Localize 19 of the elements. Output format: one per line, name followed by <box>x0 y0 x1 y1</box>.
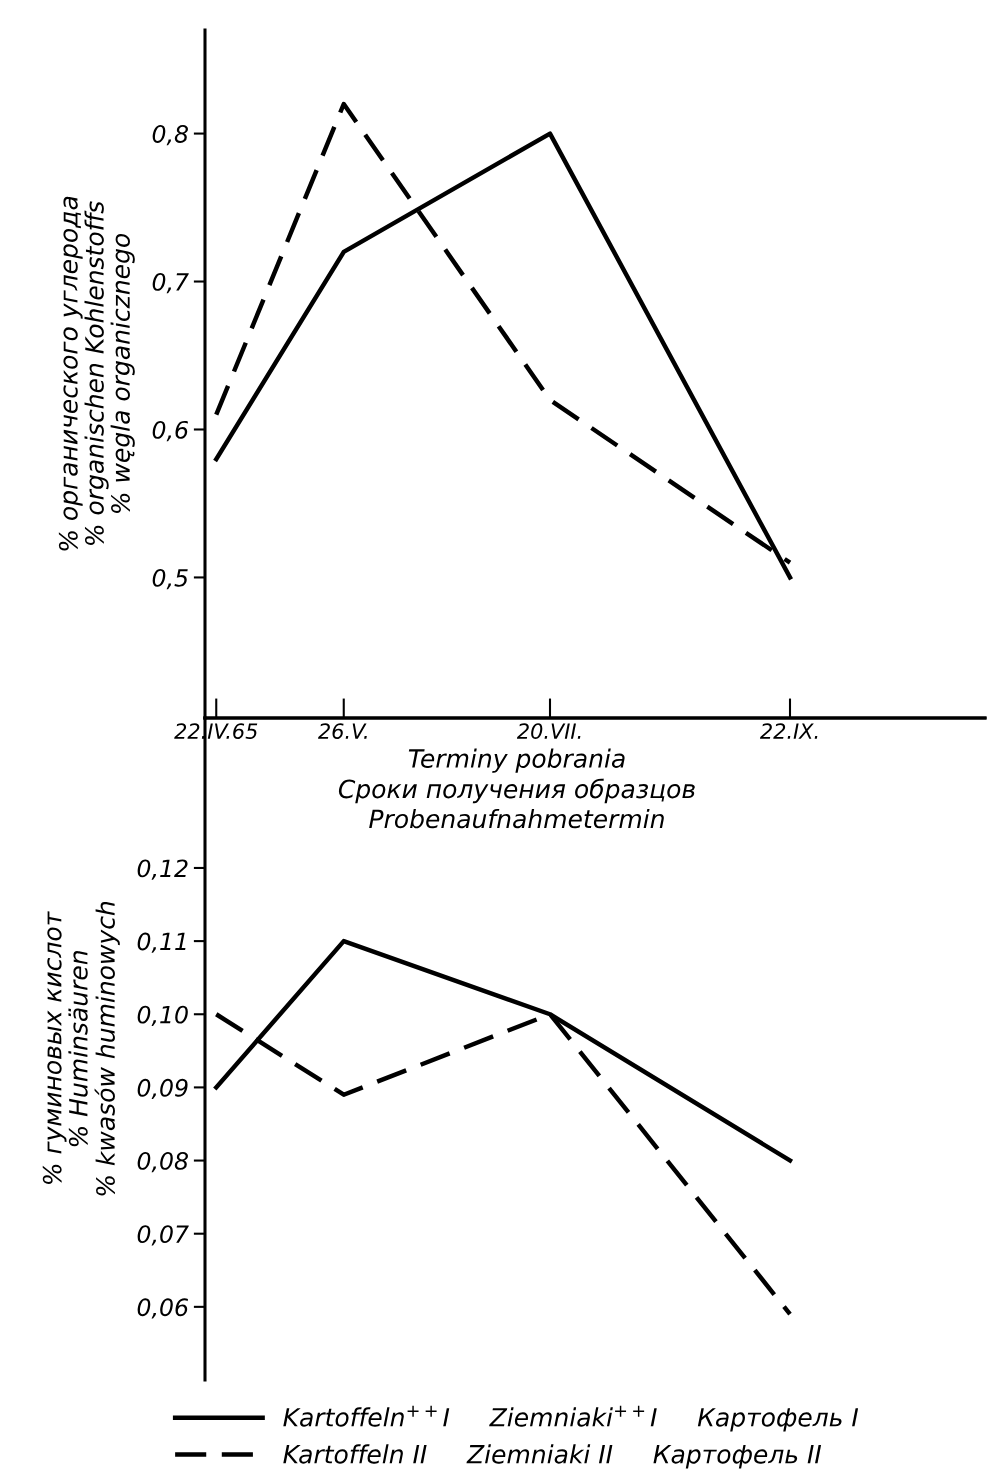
y-tick-label: 0,12 <box>137 859 188 880</box>
legend-label: Kartoffeln II Ziemniaki II Картофель II <box>283 1444 822 1469</box>
y-tick-label: 0,6 <box>152 420 188 442</box>
y-tick-label: 0,5 <box>152 568 188 590</box>
y-tick-label: 0,7 <box>152 272 189 294</box>
y-tick-label: 0,10 <box>137 1005 188 1026</box>
legend-label: Kartoffeln$^{++}$I Ziemniaki$^{++}$I Картофель I <box>283 1405 859 1432</box>
y-axis-title: % органического углерода % organischen Kohlenstoffs % węgla organicznego <box>58 196 135 551</box>
y-tick-label: 0,09 <box>137 1078 188 1100</box>
y-tick-label: 0,11 <box>137 932 186 953</box>
y-tick-label: 0,8 <box>152 125 188 146</box>
x-axis-title: Terminy pobrania Сроки получения образцов Probenaufnahmetermin <box>338 748 695 829</box>
y-tick-label: 0,08 <box>137 1152 188 1173</box>
x-tick-label: 26.V. <box>318 723 367 739</box>
y-axis-title: % гуминовых кислот % Huminsäuren % kwasów huminowych <box>42 901 120 1196</box>
x-tick-label: 20.VII. <box>516 723 581 739</box>
x-tick-label: 22.IX. <box>760 723 818 739</box>
y-tick-label: 0,06 <box>137 1298 188 1319</box>
y-tick-label: 0,07 <box>137 1225 189 1246</box>
